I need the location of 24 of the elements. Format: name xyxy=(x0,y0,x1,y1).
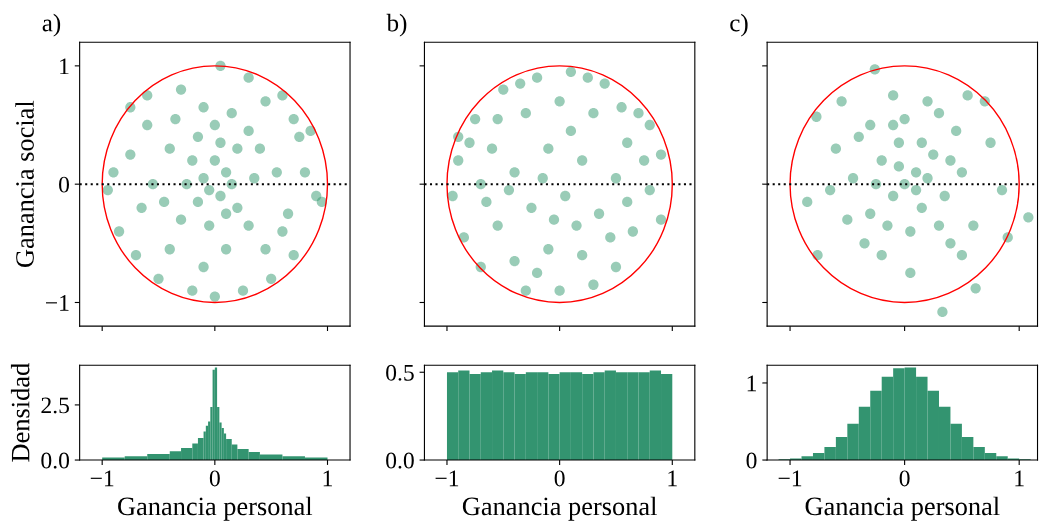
y-tick-label: 0.0 xyxy=(41,452,70,469)
x-tick-label: 1 xyxy=(323,470,332,487)
y-axis-title: Densidad xyxy=(10,363,30,462)
x-axis-title: Ganancia personal xyxy=(462,496,657,521)
x-axis-title: Ganancia personal xyxy=(118,496,313,521)
y-tick-label: −1 xyxy=(45,295,69,311)
chart-title: b) xyxy=(386,13,407,37)
y-tick-label: 0.5 xyxy=(386,364,414,381)
y-axis-title: Ganancia social xyxy=(15,100,34,267)
x-tick-label: 0 xyxy=(554,470,565,487)
x-tick-label: −1 xyxy=(435,470,459,487)
x-tick-label: 1 xyxy=(668,470,677,487)
x-tick-label: 0 xyxy=(899,470,910,487)
y-tick-label: 2.5 xyxy=(41,397,69,414)
x-tick-label: 0 xyxy=(209,470,220,487)
x-tick-label: −1 xyxy=(778,470,802,487)
chart-title: c) xyxy=(730,13,748,37)
x-axis-title: Ganancia personal xyxy=(805,496,1000,521)
y-tick-label: 0 xyxy=(59,176,70,193)
x-tick-label: 1 xyxy=(1015,470,1024,487)
y-tick-label: 1 xyxy=(60,58,69,75)
x-tick-label: −1 xyxy=(90,470,114,487)
chart-title: a) xyxy=(42,13,61,37)
y-tick-label: 0.0 xyxy=(386,452,414,469)
